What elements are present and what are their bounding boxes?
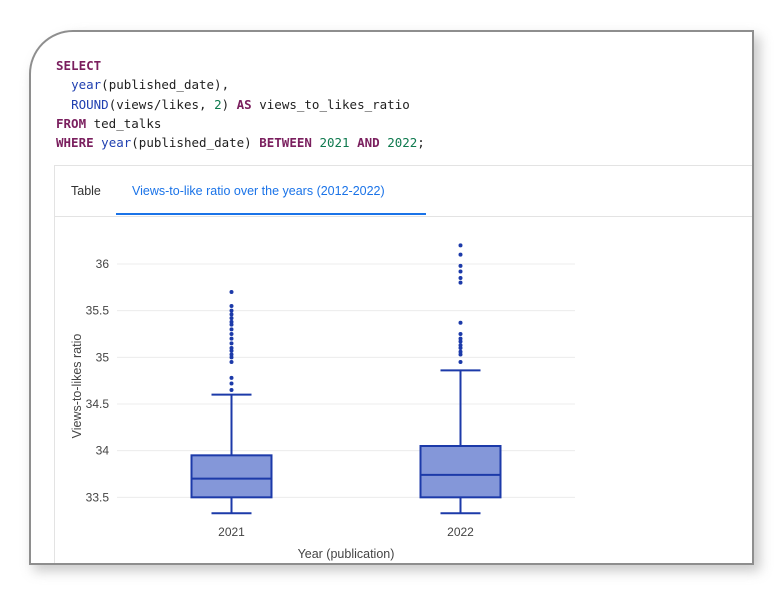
code-line: year(published_date), [56,75,425,94]
y-tick-label: 35.5 [86,304,110,318]
output-tabs: Table Views-to-like ratio over the years… [55,166,752,217]
code-token: ; [417,135,425,151]
outlier-point [229,308,234,313]
code-token: ) [221,96,237,112]
outlier-point [229,381,234,386]
outlier-point [229,316,234,321]
outlier-point [229,336,234,341]
code-token: ted_talks [86,115,162,131]
code-token: AS [236,96,252,112]
code-line: SELECT [56,56,425,75]
code-token: (views/likes, [108,96,215,112]
box-2021[interactable] [190,290,273,515]
outlier-point [229,348,234,353]
outlier-point [229,360,234,364]
iqr-box [190,454,273,499]
outlier-point [229,388,234,392]
code-token: year [101,135,132,151]
outlier-point [458,352,463,357]
box-2022[interactable] [419,243,502,515]
code-token: WHERE [56,135,94,151]
y-tick-label: 33.5 [86,490,110,504]
outlier-point [458,339,463,344]
outlier-point [458,276,463,280]
outlier-point [229,304,234,308]
code-token: SELECT [56,58,102,73]
code-token: year [71,77,102,93]
outlier-point [458,263,463,268]
y-tick-label: 34 [96,444,110,458]
outlier-point [458,360,463,364]
code-token: FROM [56,115,87,131]
x-tick-label: 2021 [218,525,245,539]
outlier-point [458,280,463,285]
outlier-point [229,341,234,346]
y-tick-label: 36 [96,257,110,271]
x-axis-label: Year (publication) [298,547,395,561]
iqr-box [419,445,502,499]
x-tick-label: 2022 [447,525,474,539]
code-line: WHERE year(published_date) BETWEEN 2021 … [56,133,425,152]
outlier-point [229,355,234,360]
grid-lines [117,263,575,498]
code-token: 2021 [319,135,350,151]
code-token: ROUND [71,96,109,112]
outlier-point [229,327,234,332]
code-line: ROUND(views/likes, 2) AS views_to_likes_… [56,95,425,114]
y-tick-label: 35 [96,350,110,364]
outlier-point [229,352,234,357]
y-axis-label: Views-to-likes ratio [70,334,84,439]
outlier-point [229,319,234,324]
notebook-cell: SELECT year(published_date), ROUND(views… [29,30,754,565]
code-token [350,135,358,150]
outlier-point [458,252,463,257]
code-token: 2022 [387,135,418,151]
x-axis-ticks: 2021 2022 [218,525,474,539]
code-token: 2 [214,96,222,112]
outlier-point [229,322,234,327]
output-panel: Table Views-to-like ratio over the years… [54,165,752,563]
y-axis-ticks: 33.5 34 34.5 35 35.5 36 [86,257,110,504]
outlier-point [458,320,463,325]
outlier-point [229,346,234,350]
outlier-point [229,290,234,294]
outlier-point [458,343,463,348]
code-line: FROM ted_talks [56,114,425,133]
outlier-point [229,312,234,317]
sql-code-block[interactable]: SELECT year(published_date), ROUND(views… [56,56,425,152]
outlier-point [229,332,234,336]
code-token: views_to_likes_ratio [251,96,410,112]
active-tab-indicator [116,213,426,215]
code-token: AND [357,135,380,151]
code-token: (published_date), [101,77,230,93]
outlier-point [229,375,234,380]
code-token: (published_date) [131,135,260,151]
outlier-point [458,349,463,354]
outlier-point [458,243,463,248]
code-token: BETWEEN [259,135,312,151]
outlier-point [458,269,463,274]
code-token [56,77,71,92]
box-plot-chart: 33.5 34 34.5 35 35.5 36 2021 2022 Year (public… [70,243,575,561]
outlier-point [458,346,463,350]
tab-table[interactable]: Table [71,184,101,198]
tab-chart[interactable]: Views-to-like ratio over the years (2012… [132,184,385,198]
code-token [56,97,71,112]
box-series [190,243,502,515]
outlier-point [458,336,463,341]
y-tick-label: 34.5 [86,397,110,411]
outlier-point [458,332,463,336]
